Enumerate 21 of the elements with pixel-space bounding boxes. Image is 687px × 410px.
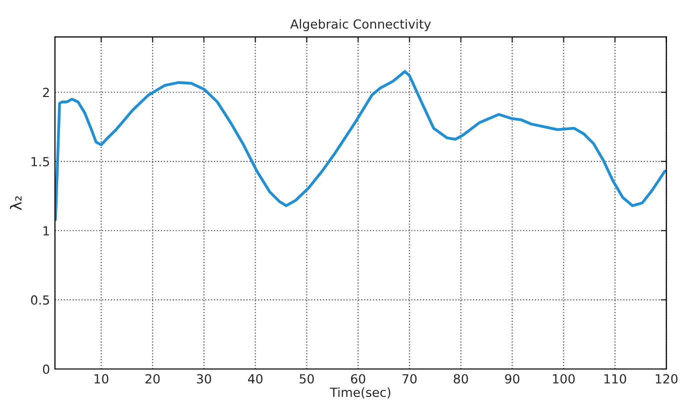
x-tick-label: 80	[454, 374, 468, 384]
y-tick-label: 0	[42, 364, 50, 374]
x-tick-label: 90	[505, 374, 520, 384]
x-tick-label: 40	[248, 374, 262, 384]
line-series	[54, 70, 666, 221]
y-axis-title: λ₂	[10, 196, 22, 210]
x-tick-label: 60	[351, 374, 366, 384]
x-tick-label: 50	[300, 374, 314, 384]
x-tick-label: 10	[94, 374, 108, 384]
y-tick-label: 0.5	[31, 295, 50, 305]
y-tick-label: 2	[43, 88, 49, 97]
x-axis-title: Time(sec)	[330, 387, 390, 398]
x-tick-label: 70	[402, 374, 417, 384]
chart-title: Algebraic Connectivity	[290, 19, 431, 32]
y-tick-label: 1.5	[32, 157, 50, 166]
x-tick-label: 30	[196, 374, 212, 384]
y-tick-label: 1	[44, 226, 49, 236]
x-tick-label: 100	[553, 374, 575, 384]
x-tick-label: 20	[146, 374, 160, 384]
x-tick-label: 120	[656, 374, 678, 384]
x-tick-label: 110	[604, 374, 626, 384]
